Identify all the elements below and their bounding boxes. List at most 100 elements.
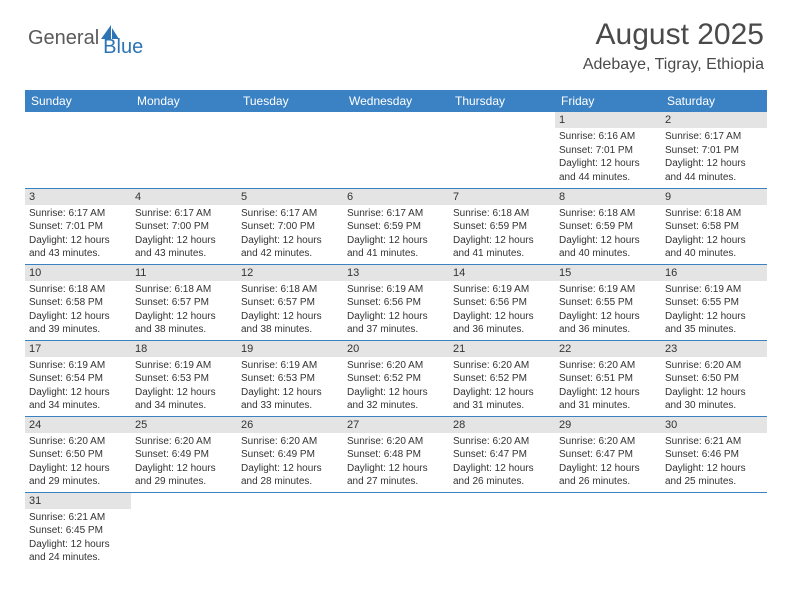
day-number: 4 xyxy=(131,189,237,205)
day-content: Sunrise: 6:17 AMSunset: 7:01 PMDaylight:… xyxy=(25,205,131,263)
day-content: Sunrise: 6:20 AMSunset: 6:50 PMDaylight:… xyxy=(25,433,131,491)
day-number: 18 xyxy=(131,341,237,357)
calendar-cell xyxy=(343,492,449,568)
day-content: Sunrise: 6:18 AMSunset: 6:57 PMDaylight:… xyxy=(131,281,237,339)
calendar-row: 1Sunrise: 6:16 AMSunset: 7:01 PMDaylight… xyxy=(25,112,767,188)
calendar-cell: 17Sunrise: 6:19 AMSunset: 6:54 PMDayligh… xyxy=(25,340,131,416)
day-number: 11 xyxy=(131,265,237,281)
day-content: Sunrise: 6:17 AMSunset: 7:00 PMDaylight:… xyxy=(131,205,237,263)
calendar-cell: 12Sunrise: 6:18 AMSunset: 6:57 PMDayligh… xyxy=(237,264,343,340)
calendar-cell: 8Sunrise: 6:18 AMSunset: 6:59 PMDaylight… xyxy=(555,188,661,264)
calendar-cell xyxy=(237,112,343,188)
day-number: 21 xyxy=(449,341,555,357)
calendar-cell xyxy=(343,112,449,188)
calendar-cell: 21Sunrise: 6:20 AMSunset: 6:52 PMDayligh… xyxy=(449,340,555,416)
day-content: Sunrise: 6:18 AMSunset: 6:58 PMDaylight:… xyxy=(25,281,131,339)
day-content: Sunrise: 6:18 AMSunset: 6:58 PMDaylight:… xyxy=(661,205,767,263)
day-content: Sunrise: 6:17 AMSunset: 6:59 PMDaylight:… xyxy=(343,205,449,263)
calendar-cell: 23Sunrise: 6:20 AMSunset: 6:50 PMDayligh… xyxy=(661,340,767,416)
day-number: 25 xyxy=(131,417,237,433)
day-content: Sunrise: 6:20 AMSunset: 6:51 PMDaylight:… xyxy=(555,357,661,415)
weekday-header-row: Sunday Monday Tuesday Wednesday Thursday… xyxy=(25,90,767,112)
day-number: 13 xyxy=(343,265,449,281)
calendar-cell: 11Sunrise: 6:18 AMSunset: 6:57 PMDayligh… xyxy=(131,264,237,340)
calendar-cell: 30Sunrise: 6:21 AMSunset: 6:46 PMDayligh… xyxy=(661,416,767,492)
logo: General Blue xyxy=(28,18,143,59)
day-number: 31 xyxy=(25,493,131,509)
title-block: August 2025 Adebaye, Tigray, Ethiopia xyxy=(583,18,764,74)
day-number: 8 xyxy=(555,189,661,205)
calendar-cell: 3Sunrise: 6:17 AMSunset: 7:01 PMDaylight… xyxy=(25,188,131,264)
header: General Blue August 2025 Adebaye, Tigray… xyxy=(0,0,792,82)
day-content: Sunrise: 6:20 AMSunset: 6:47 PMDaylight:… xyxy=(555,433,661,491)
calendar-row: 24Sunrise: 6:20 AMSunset: 6:50 PMDayligh… xyxy=(25,416,767,492)
calendar-cell: 18Sunrise: 6:19 AMSunset: 6:53 PMDayligh… xyxy=(131,340,237,416)
calendar-cell xyxy=(25,112,131,188)
day-number: 7 xyxy=(449,189,555,205)
calendar-cell: 19Sunrise: 6:19 AMSunset: 6:53 PMDayligh… xyxy=(237,340,343,416)
day-number: 15 xyxy=(555,265,661,281)
day-content: Sunrise: 6:19 AMSunset: 6:55 PMDaylight:… xyxy=(661,281,767,339)
day-number: 22 xyxy=(555,341,661,357)
day-number: 9 xyxy=(661,189,767,205)
day-content: Sunrise: 6:20 AMSunset: 6:49 PMDaylight:… xyxy=(131,433,237,491)
day-content: Sunrise: 6:18 AMSunset: 6:59 PMDaylight:… xyxy=(449,205,555,263)
calendar-row: 10Sunrise: 6:18 AMSunset: 6:58 PMDayligh… xyxy=(25,264,767,340)
day-number: 23 xyxy=(661,341,767,357)
day-number: 16 xyxy=(661,265,767,281)
logo-text-general: General xyxy=(28,27,99,50)
day-number: 27 xyxy=(343,417,449,433)
day-content: Sunrise: 6:20 AMSunset: 6:52 PMDaylight:… xyxy=(343,357,449,415)
calendar-cell: 6Sunrise: 6:17 AMSunset: 6:59 PMDaylight… xyxy=(343,188,449,264)
logo-text-blue: Blue xyxy=(103,36,143,59)
calendar-cell: 25Sunrise: 6:20 AMSunset: 6:49 PMDayligh… xyxy=(131,416,237,492)
day-content: Sunrise: 6:19 AMSunset: 6:55 PMDaylight:… xyxy=(555,281,661,339)
calendar-cell xyxy=(661,492,767,568)
day-content: Sunrise: 6:19 AMSunset: 6:54 PMDaylight:… xyxy=(25,357,131,415)
day-number: 28 xyxy=(449,417,555,433)
day-content: Sunrise: 6:19 AMSunset: 6:53 PMDaylight:… xyxy=(131,357,237,415)
calendar-cell: 9Sunrise: 6:18 AMSunset: 6:58 PMDaylight… xyxy=(661,188,767,264)
day-content: Sunrise: 6:21 AMSunset: 6:46 PMDaylight:… xyxy=(661,433,767,491)
calendar-row: 3Sunrise: 6:17 AMSunset: 7:01 PMDaylight… xyxy=(25,188,767,264)
day-content: Sunrise: 6:20 AMSunset: 6:50 PMDaylight:… xyxy=(661,357,767,415)
calendar-cell: 4Sunrise: 6:17 AMSunset: 7:00 PMDaylight… xyxy=(131,188,237,264)
calendar-cell: 1Sunrise: 6:16 AMSunset: 7:01 PMDaylight… xyxy=(555,112,661,188)
calendar-cell: 7Sunrise: 6:18 AMSunset: 6:59 PMDaylight… xyxy=(449,188,555,264)
day-number: 29 xyxy=(555,417,661,433)
calendar-cell: 26Sunrise: 6:20 AMSunset: 6:49 PMDayligh… xyxy=(237,416,343,492)
day-content: Sunrise: 6:18 AMSunset: 6:59 PMDaylight:… xyxy=(555,205,661,263)
day-content: Sunrise: 6:20 AMSunset: 6:48 PMDaylight:… xyxy=(343,433,449,491)
day-number: 26 xyxy=(237,417,343,433)
calendar-cell xyxy=(131,492,237,568)
calendar-cell xyxy=(449,492,555,568)
col-monday: Monday xyxy=(131,90,237,112)
day-content: Sunrise: 6:16 AMSunset: 7:01 PMDaylight:… xyxy=(555,128,661,186)
calendar-cell: 16Sunrise: 6:19 AMSunset: 6:55 PMDayligh… xyxy=(661,264,767,340)
month-title: August 2025 xyxy=(583,18,764,52)
day-number: 14 xyxy=(449,265,555,281)
calendar-cell xyxy=(131,112,237,188)
calendar-row: 17Sunrise: 6:19 AMSunset: 6:54 PMDayligh… xyxy=(25,340,767,416)
calendar-cell: 14Sunrise: 6:19 AMSunset: 6:56 PMDayligh… xyxy=(449,264,555,340)
location: Adebaye, Tigray, Ethiopia xyxy=(583,56,764,74)
calendar-cell xyxy=(449,112,555,188)
calendar-cell: 13Sunrise: 6:19 AMSunset: 6:56 PMDayligh… xyxy=(343,264,449,340)
col-tuesday: Tuesday xyxy=(237,90,343,112)
col-thursday: Thursday xyxy=(449,90,555,112)
calendar-cell: 29Sunrise: 6:20 AMSunset: 6:47 PMDayligh… xyxy=(555,416,661,492)
day-number: 5 xyxy=(237,189,343,205)
day-number: 1 xyxy=(555,112,661,128)
calendar-cell xyxy=(237,492,343,568)
calendar-cell: 5Sunrise: 6:17 AMSunset: 7:00 PMDaylight… xyxy=(237,188,343,264)
calendar-cell: 27Sunrise: 6:20 AMSunset: 6:48 PMDayligh… xyxy=(343,416,449,492)
calendar-cell xyxy=(555,492,661,568)
col-friday: Friday xyxy=(555,90,661,112)
day-content: Sunrise: 6:18 AMSunset: 6:57 PMDaylight:… xyxy=(237,281,343,339)
day-number: 24 xyxy=(25,417,131,433)
day-number: 6 xyxy=(343,189,449,205)
day-content: Sunrise: 6:19 AMSunset: 6:56 PMDaylight:… xyxy=(343,281,449,339)
day-number: 17 xyxy=(25,341,131,357)
day-content: Sunrise: 6:20 AMSunset: 6:52 PMDaylight:… xyxy=(449,357,555,415)
day-number: 20 xyxy=(343,341,449,357)
